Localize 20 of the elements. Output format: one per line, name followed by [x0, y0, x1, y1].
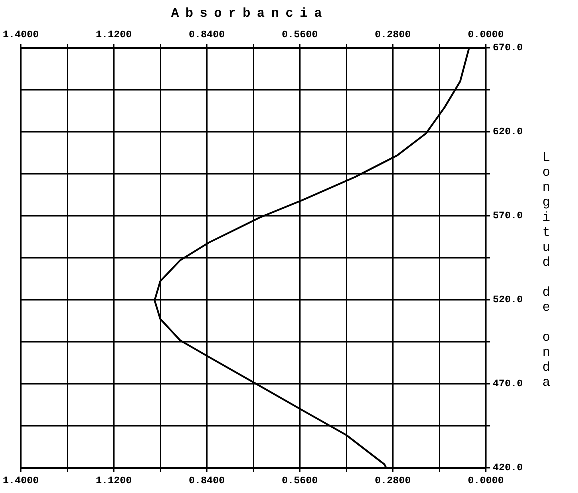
x2-tick-label: 0.8400: [188, 476, 226, 488]
x2-tick-label: 0.5600: [282, 476, 318, 488]
y-tick-label: 670.0: [492, 44, 524, 55]
x2-tick-label: 1.4000: [2, 476, 40, 488]
y-tick-label: 620.0: [492, 128, 524, 139]
x2-tick-label: 0.0000: [468, 476, 504, 488]
y-axis-title: Longitud de onda: [539, 150, 554, 390]
y-tick-label: 570.0: [492, 212, 524, 223]
y-tick-label: 520.0: [492, 296, 524, 307]
y-tick-label: 470.0: [492, 380, 524, 391]
x-tick-label: 0.5600: [282, 30, 318, 42]
chart-title: Absorbancia: [170, 6, 330, 21]
x-tick-label: 0.2800: [374, 30, 412, 42]
y-tick-label: 420.0: [492, 464, 524, 475]
x-tick-label: 1.4000: [2, 30, 40, 42]
x-tick-label: 0.8400: [188, 30, 226, 42]
x2-tick-label: 1.1200: [96, 476, 132, 488]
x-tick-label: 0.0000: [468, 30, 504, 42]
x2-tick-label: 0.2800: [374, 476, 412, 488]
x-tick-label: 1.1200: [96, 30, 132, 42]
